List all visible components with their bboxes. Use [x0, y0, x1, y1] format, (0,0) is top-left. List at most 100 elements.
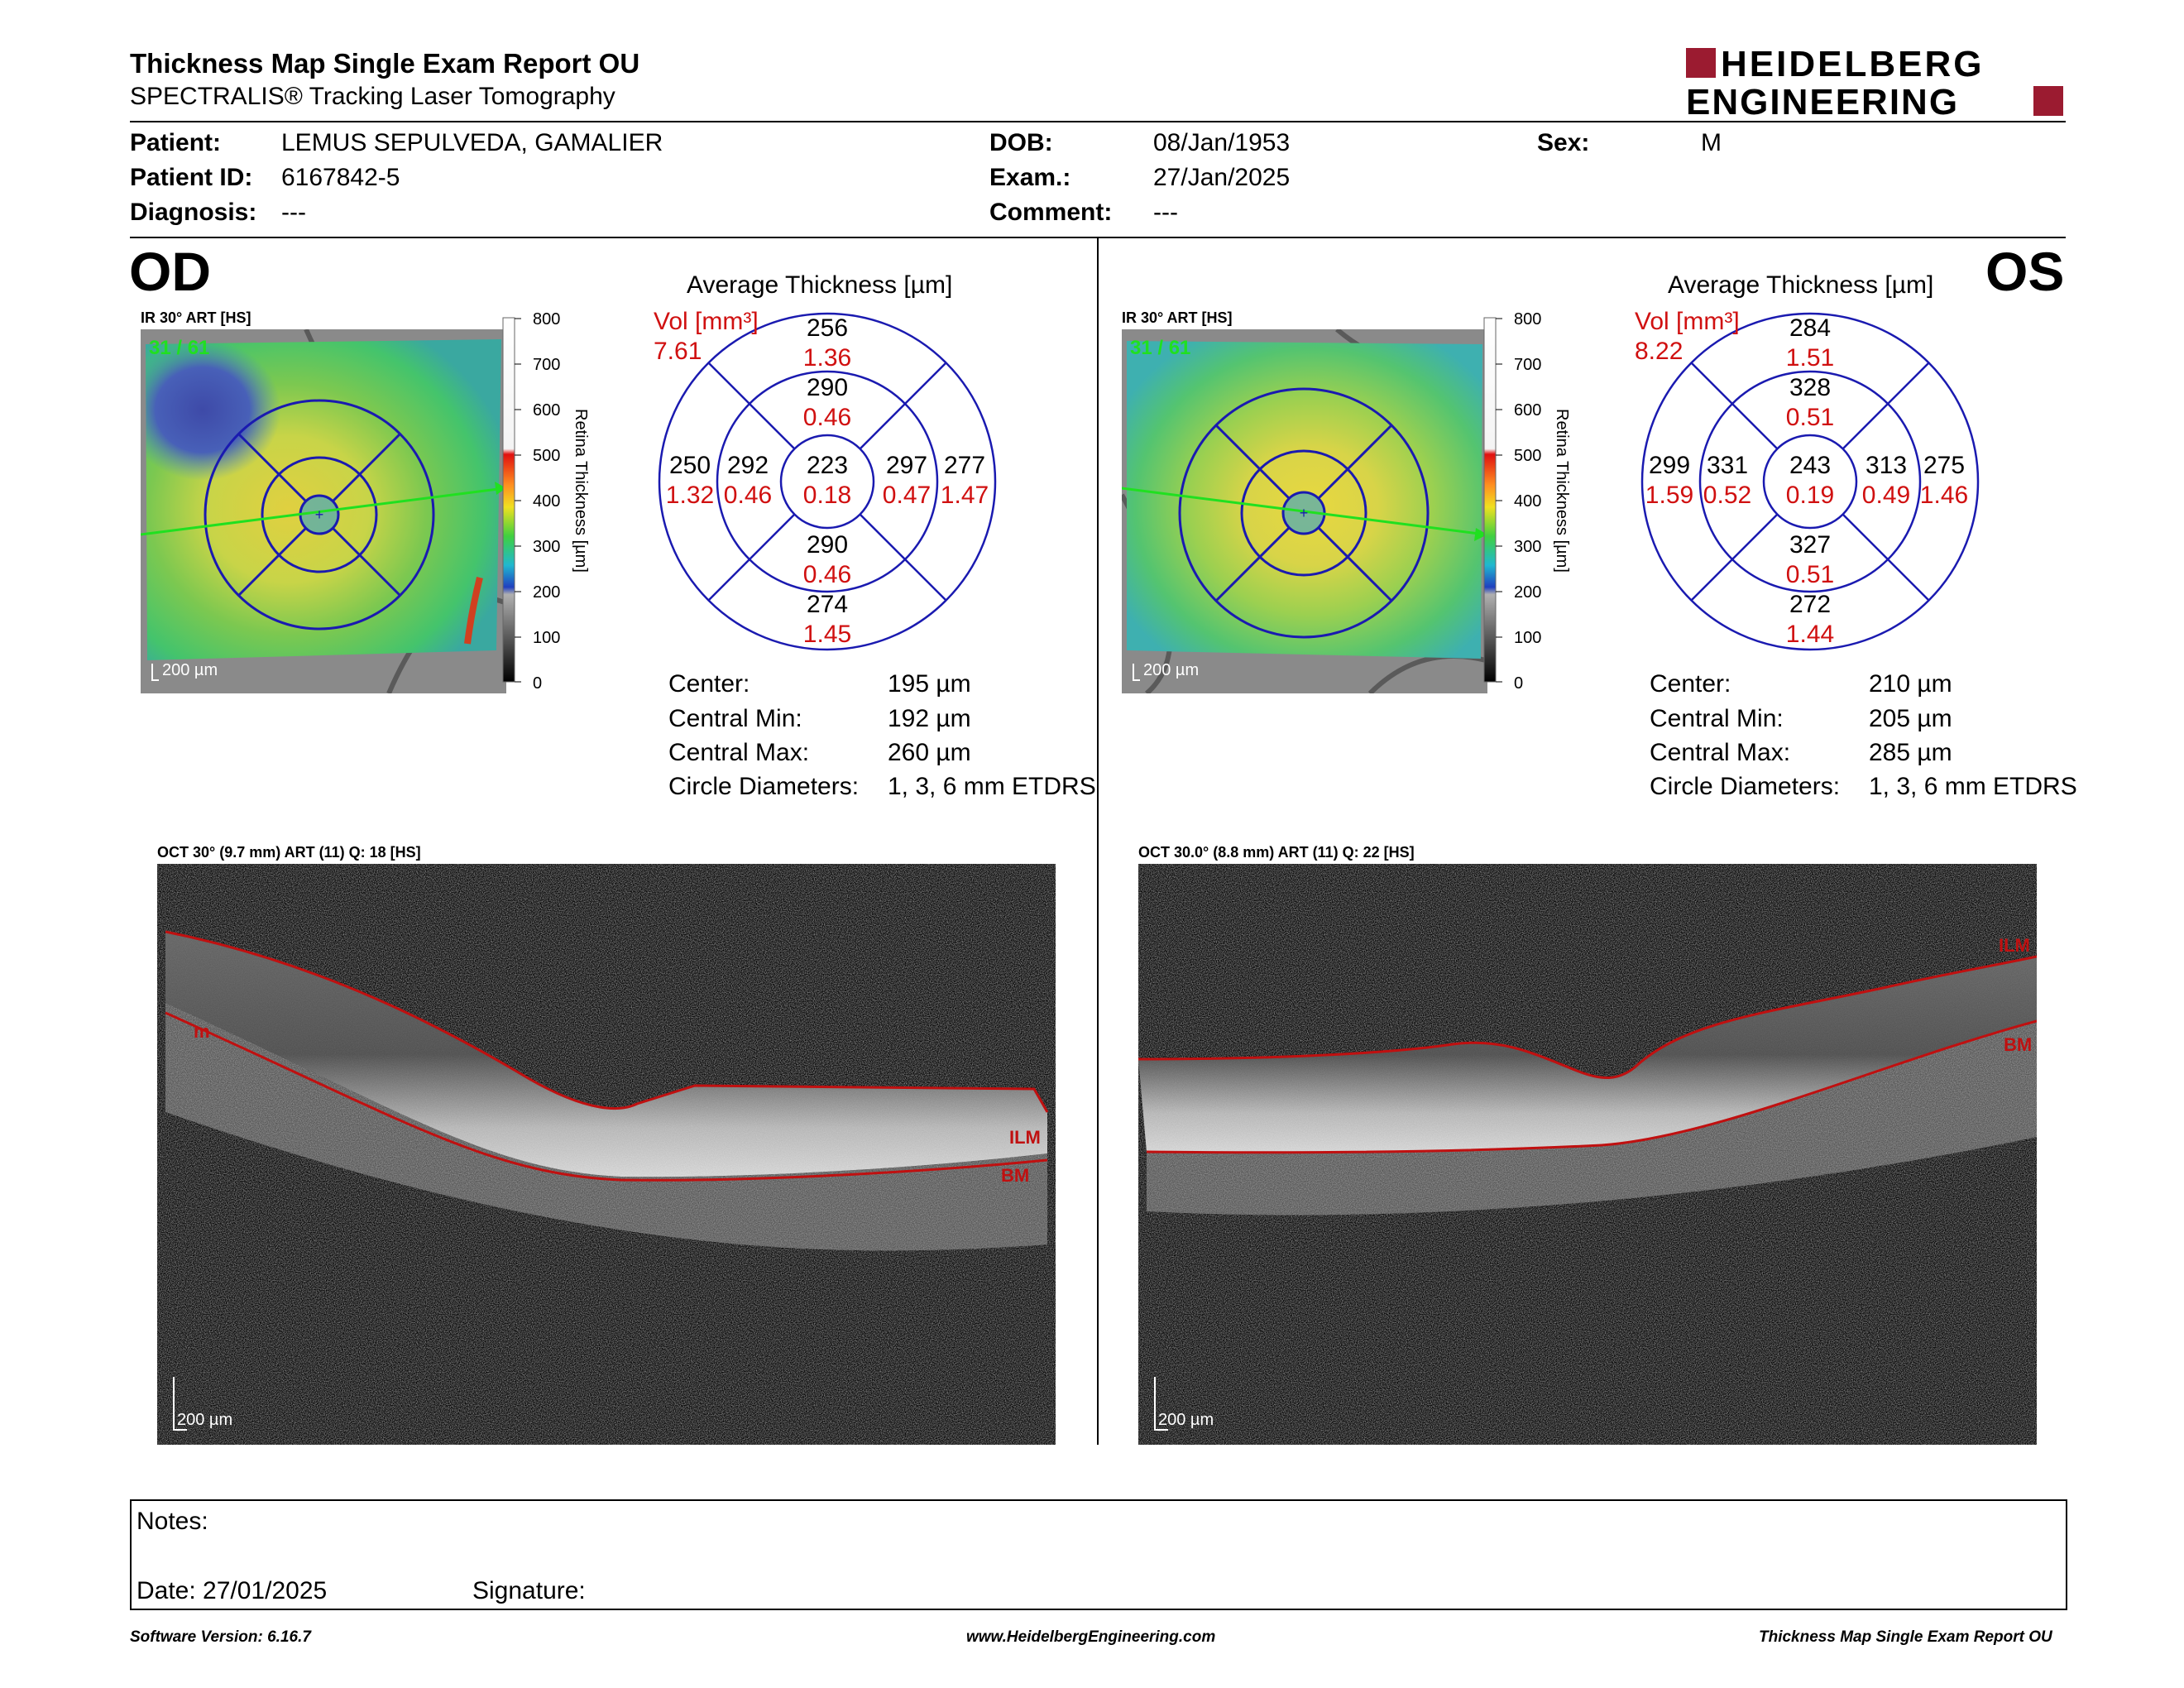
patient-id-label: Patient ID: — [130, 164, 253, 191]
sex-value: M — [1701, 129, 1722, 156]
svg-text:274: 274 — [807, 591, 848, 618]
od-center-label: Center: — [668, 670, 750, 698]
svg-text:Retina Thickness [µm]: Retina Thickness [µm] — [572, 409, 590, 573]
eye-label-os: OS — [1985, 241, 2065, 302]
os-diam-value: 1, 3, 6 mm ETDRS — [1869, 773, 2077, 800]
svg-text:+: + — [315, 506, 324, 523]
svg-text:256: 256 — [807, 314, 848, 342]
od-diam-label: Circle Diameters: — [668, 773, 860, 800]
od-ir-label: IR 30° ART [HS] — [141, 309, 251, 326]
svg-text:31 / 61: 31 / 61 — [149, 337, 209, 359]
svg-text:100: 100 — [1514, 629, 1541, 647]
os-colorbar: 800 700 600 500 400 300 200 100 0 Retina… — [1483, 310, 1571, 693]
patient-id: 6167842-5 — [281, 164, 400, 191]
svg-text:1.46: 1.46 — [1920, 482, 1968, 509]
svg-text:0.46: 0.46 — [724, 482, 772, 509]
sex-label: Sex: — [1537, 129, 1590, 156]
svg-text:500: 500 — [1514, 447, 1541, 465]
svg-text:328: 328 — [1789, 374, 1831, 401]
svg-text:200: 200 — [533, 583, 560, 602]
os-center-value: 210 µm — [1869, 670, 1952, 698]
svg-text:Retina Thickness [µm]: Retina Thickness [µm] — [1553, 409, 1571, 573]
svg-text:0.51: 0.51 — [1786, 561, 1834, 588]
svg-text:277: 277 — [944, 452, 985, 479]
heidelberg-logo: HEIDELBERG ENGINEERING — [1686, 45, 2063, 117]
svg-text:0.47: 0.47 — [883, 482, 931, 509]
svg-text:1.59: 1.59 — [1645, 482, 1693, 509]
od-center-value: 195 µm — [888, 670, 971, 698]
diagnosis-value: --- — [281, 199, 306, 226]
svg-text:299: 299 — [1649, 452, 1690, 479]
website-link[interactable]: www.HeidelbergEngineering.com — [966, 1628, 1216, 1646]
svg-text:200 µm: 200 µm — [177, 1411, 232, 1429]
svg-text:1.51: 1.51 — [1786, 344, 1834, 372]
svg-text:ILM: ILM — [1999, 935, 2030, 956]
od-etdrs-grid: 256 1.36 290 0.46 250 1.32 292 0.46 223 … — [658, 312, 997, 651]
svg-text:284: 284 — [1789, 314, 1831, 342]
dob-label: DOB: — [989, 129, 1053, 156]
footer-report-name: Thickness Map Single Exam Report OU — [1759, 1628, 2052, 1646]
date-label: Date: 27/01/2025 — [136, 1577, 328, 1604]
svg-text:0.51: 0.51 — [1786, 404, 1834, 431]
header-divider — [130, 121, 2066, 122]
od-vol-total: 7.61 — [654, 338, 702, 365]
svg-text:250: 250 — [669, 452, 711, 479]
exam-date: 27/Jan/2025 — [1153, 164, 1291, 191]
os-oct-bscan: ILM BM 200 µm — [1138, 864, 2037, 1445]
od-diam-value: 1, 3, 6 mm ETDRS — [888, 773, 1096, 800]
od-oct-label: OCT 30° (9.7 mm) ART (11) Q: 18 [HS] — [157, 844, 421, 861]
os-etdrs-grid: 284 1.51 328 0.51 299 1.59 331 0.52 243 … — [1640, 312, 1980, 651]
os-max-label: Central Max: — [1650, 739, 1791, 766]
od-oct-bscan: ILM BM m 200 µm — [157, 864, 1056, 1445]
svg-text:500: 500 — [533, 447, 560, 465]
od-colorbar: 800 700 600 500 400 300 200 100 0 Retina… — [502, 310, 590, 693]
svg-text:1.36: 1.36 — [803, 344, 851, 372]
svg-text:0: 0 — [1514, 674, 1523, 693]
svg-text:0: 0 — [533, 674, 542, 693]
svg-text:0.18: 0.18 — [803, 482, 851, 509]
svg-text:ILM: ILM — [1009, 1127, 1041, 1148]
svg-text:1.32: 1.32 — [666, 482, 714, 509]
svg-text:600: 600 — [533, 401, 560, 420]
exam-label: Exam.: — [989, 164, 1071, 191]
svg-text:327: 327 — [1789, 531, 1831, 559]
patient-label: Patient: — [130, 129, 222, 156]
svg-text:0.49: 0.49 — [1862, 482, 1910, 509]
patient-name: LEMUS SEPULVEDA, GAMALIER — [281, 129, 663, 156]
os-avg-title: Average Thickness [µm] — [1668, 271, 1934, 299]
svg-text:292: 292 — [727, 452, 769, 479]
os-center-label: Center: — [1650, 670, 1731, 698]
center-divider — [1097, 238, 1099, 1445]
svg-text:1.45: 1.45 — [803, 621, 851, 648]
svg-text:600: 600 — [1514, 401, 1541, 420]
svg-text:100: 100 — [533, 629, 560, 647]
svg-text:313: 313 — [1866, 452, 1907, 479]
notes-box[interactable]: Notes: Date: 27/01/2025 Signature: — [130, 1499, 2067, 1610]
os-min-value: 205 µm — [1869, 705, 1952, 732]
svg-text:272: 272 — [1789, 591, 1831, 618]
svg-text:400: 400 — [533, 492, 560, 511]
os-thickness-map: + 31 / 61 200 µm — [1122, 329, 1487, 693]
od-min-value: 192 µm — [888, 705, 971, 732]
svg-text:200 µm: 200 µm — [1158, 1411, 1214, 1429]
svg-text:0.19: 0.19 — [1786, 482, 1834, 509]
od-thickness-map: + 31 / 61 200 µm — [141, 329, 506, 693]
eye-label-od: OD — [129, 241, 211, 302]
diagnosis-label: Diagnosis: — [130, 199, 257, 226]
info-divider — [130, 237, 2066, 238]
report-subtitle: SPECTRALIS® Tracking Laser Tomography — [130, 83, 615, 110]
signature-label: Signature: — [472, 1577, 586, 1604]
os-oct-label: OCT 30.0° (8.8 mm) ART (11) Q: 22 [HS] — [1138, 844, 1415, 861]
od-avg-title: Average Thickness [µm] — [687, 271, 953, 299]
od-min-label: Central Min: — [668, 705, 802, 732]
svg-text:+: + — [1300, 505, 1309, 521]
svg-text:300: 300 — [533, 538, 560, 556]
svg-text:0.46: 0.46 — [803, 561, 851, 588]
comment-value: --- — [1153, 199, 1178, 226]
report-title: Thickness Map Single Exam Report OU — [130, 48, 640, 79]
svg-text:290: 290 — [807, 531, 848, 559]
svg-text:1.47: 1.47 — [941, 482, 989, 509]
svg-text:297: 297 — [886, 452, 927, 479]
os-vol-label: Vol [mm³] — [1635, 308, 1740, 335]
svg-text:275: 275 — [1923, 452, 1965, 479]
